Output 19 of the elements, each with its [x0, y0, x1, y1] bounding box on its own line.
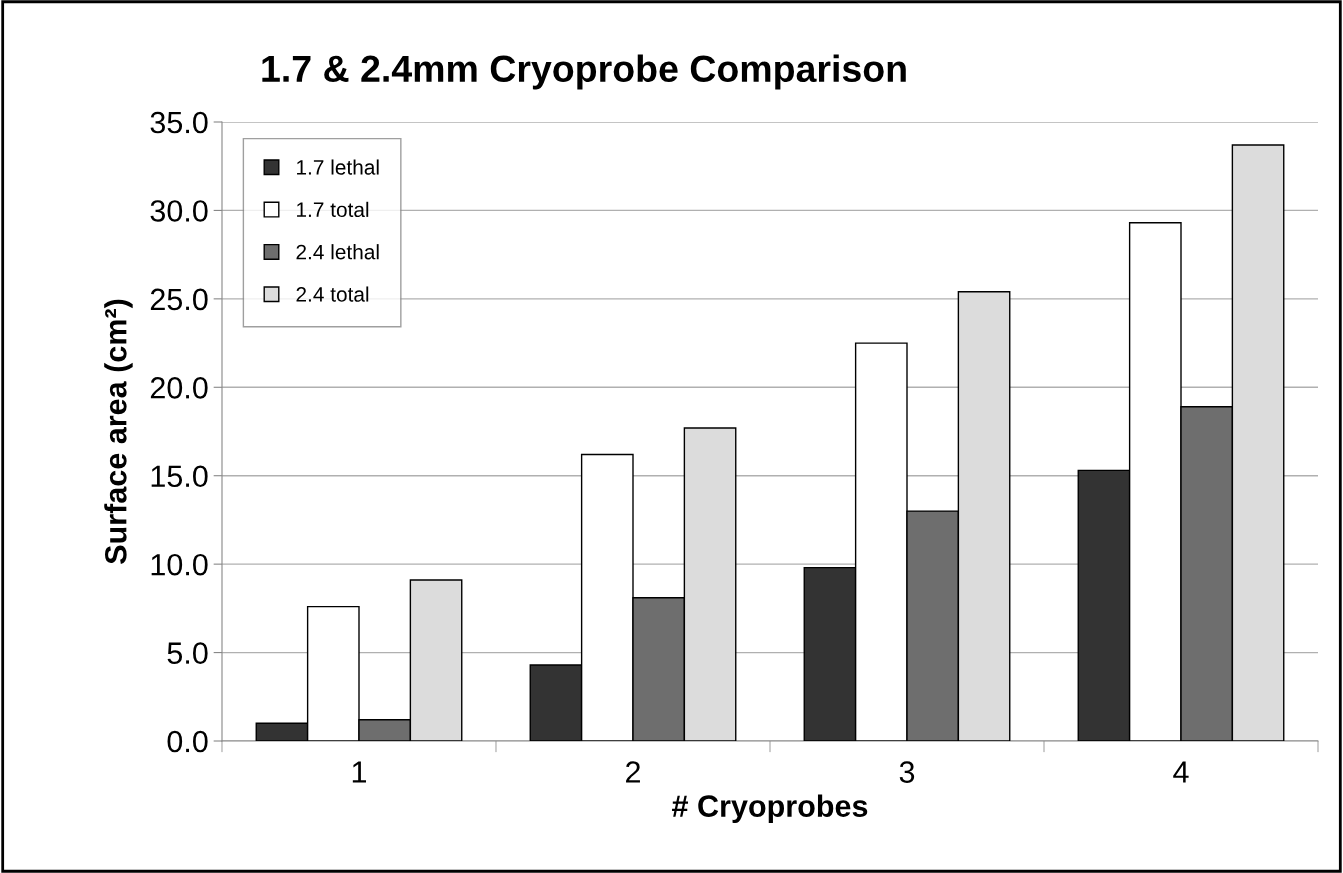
- chart-title: 1.7 & 2.4mm Cryoprobe Comparison: [262, 54, 906, 90]
- y-tick-label: 20.0: [150, 377, 208, 399]
- legend-label: 1.7 total: [297, 201, 369, 218]
- x-tick-label: 1: [352, 761, 367, 783]
- x-tick-label: 3: [899, 761, 915, 783]
- y-tick-label: 5.0: [167, 642, 208, 664]
- x-tick-label: 4: [1173, 761, 1189, 783]
- y-tick-label: 10.0: [151, 553, 208, 576]
- x-tick-label: 2: [626, 761, 640, 783]
- y-tick-label: 30.0: [150, 200, 208, 222]
- legend-label: 2.4 lethal: [296, 244, 379, 260]
- y-tick-label: 35.0: [150, 111, 208, 134]
- y-tick-label: 0.0: [167, 730, 208, 753]
- legend-label: 1.7 lethal: [297, 159, 379, 175]
- y-tick-label: 15.0: [151, 465, 208, 488]
- y-axis-title: Surface area (cm²): [104, 299, 133, 564]
- y-tick-label: 25.0: [150, 288, 208, 311]
- legend-label: 2.4 total: [296, 286, 369, 302]
- x-axis-title: # Cryoprobes: [672, 794, 868, 823]
